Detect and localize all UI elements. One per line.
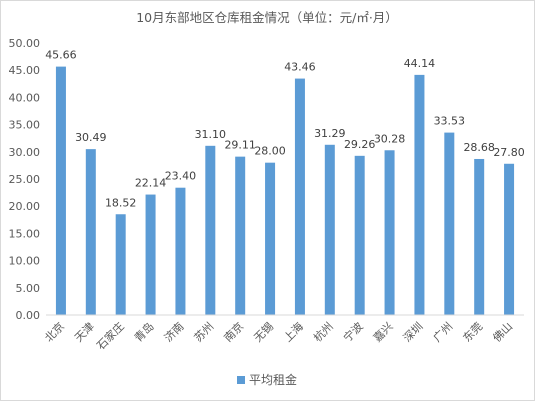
x-tick-label: 青岛 (131, 319, 156, 344)
bar (265, 162, 276, 315)
x-tick-label: 南京 (221, 319, 246, 344)
chart-title: 10月东部地区仓库租金情况（单位：元/㎡·月） (136, 10, 398, 25)
bar (324, 144, 335, 315)
x-tick-label: 天津 (72, 320, 97, 345)
bar (354, 155, 365, 315)
data-label: 31.10 (195, 128, 227, 141)
x-tick-label: 宁波 (340, 319, 365, 344)
data-label: 28.68 (463, 141, 495, 154)
y-tick-label: 25.00 (9, 173, 41, 186)
y-axis: 0.00 5.00 10.00 15.00 20.00 25.00 30.00 35.00 40… (9, 37, 41, 322)
data-label: 44.14 (404, 57, 436, 70)
y-tick-label: 5.00 (16, 282, 41, 295)
bar (205, 145, 216, 315)
data-label: 30.49 (75, 131, 107, 144)
bar (175, 187, 186, 315)
bar (444, 132, 455, 315)
x-tick-label: 杭州 (310, 319, 335, 344)
y-tick-label: 35.00 (9, 119, 41, 132)
data-label: 29.26 (344, 138, 376, 151)
y-tick-label: 30.00 (9, 146, 41, 159)
x-tick-label: 苏州 (192, 320, 217, 345)
legend-label: 平均租金 (249, 372, 297, 387)
bar (235, 156, 246, 315)
data-label: 22.14 (135, 177, 167, 190)
legend: 平均租金 (237, 372, 297, 387)
data-label: 45.66 (45, 49, 77, 62)
bar (414, 74, 425, 315)
data-label: 43.46 (284, 61, 316, 74)
x-tick-label: 北京 (42, 319, 67, 344)
legend-swatch (237, 376, 245, 384)
x-tick-label: 东莞 (461, 320, 486, 345)
bar (55, 66, 66, 316)
x-tick-label: 石家庄 (94, 319, 127, 352)
x-tick-label: 佛山 (490, 320, 515, 345)
bar (145, 194, 156, 315)
data-label: 18.52 (105, 196, 137, 209)
y-tick-label: 50.00 (9, 37, 41, 50)
data-label: 23.40 (165, 170, 197, 183)
bars-group (55, 66, 515, 316)
bar (115, 214, 126, 315)
y-tick-label: 10.00 (9, 255, 41, 268)
x-tick-label: 上海 (281, 319, 306, 344)
x-tick-label: 广州 (431, 320, 456, 345)
data-label: 27.80 (493, 146, 525, 159)
bar (294, 78, 305, 315)
bar (474, 158, 485, 315)
bar (504, 163, 515, 315)
data-label: 33.53 (434, 115, 466, 128)
data-label: 29.11 (224, 139, 256, 152)
bar (85, 149, 96, 315)
x-tick-label: 无锡 (251, 319, 276, 344)
y-tick-label: 45.00 (9, 64, 41, 77)
x-tick-label: 深圳 (401, 320, 426, 345)
data-label: 31.29 (314, 127, 346, 140)
y-tick-label: 0.00 (16, 309, 41, 322)
data-label: 30.28 (374, 132, 406, 145)
y-tick-label: 15.00 (9, 227, 41, 240)
x-tick-label: 嘉兴 (370, 319, 395, 344)
x-tick-label: 济南 (161, 319, 186, 344)
bar (384, 150, 395, 315)
data-label: 28.00 (254, 145, 286, 158)
y-tick-label: 40.00 (9, 91, 41, 104)
y-tick-label: 20.00 (9, 200, 41, 213)
